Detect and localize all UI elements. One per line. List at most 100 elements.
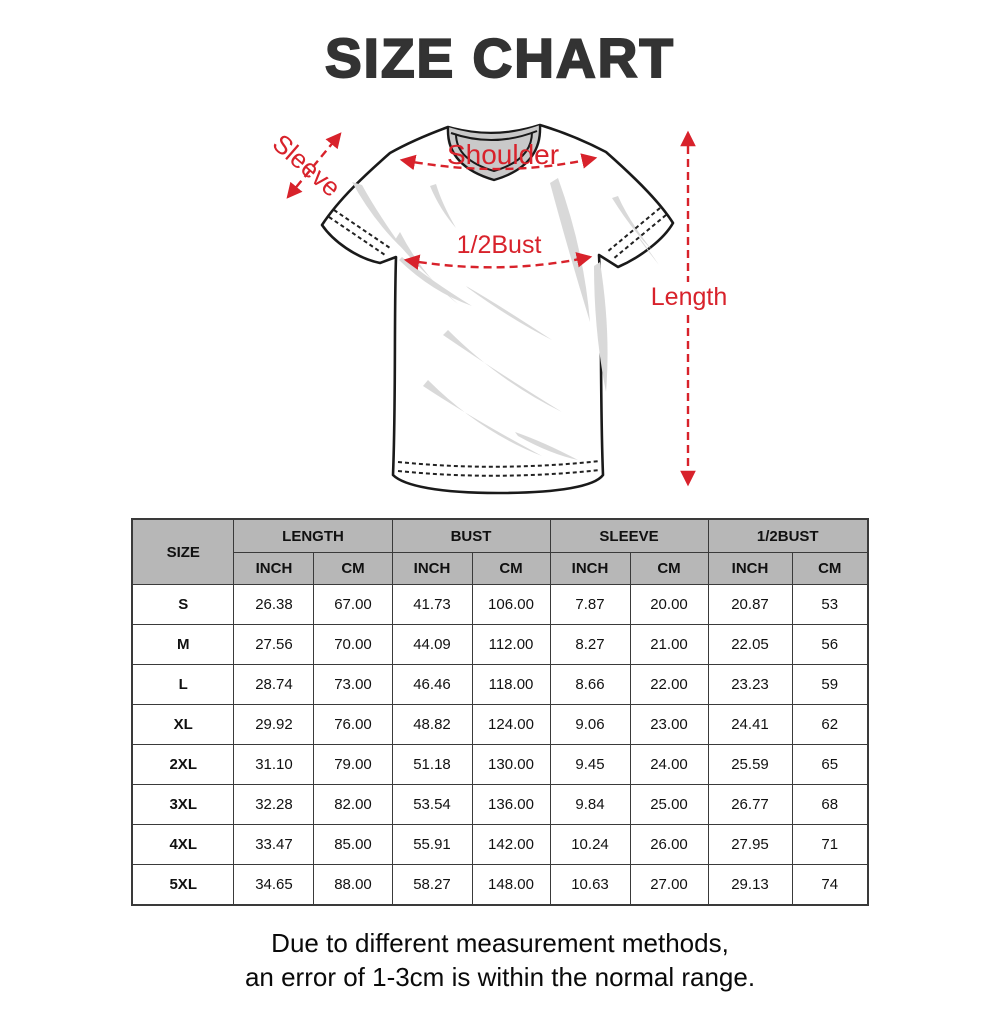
half-bust-label: 1/2Bust xyxy=(457,231,542,259)
table-row: 4XL 33.47 85.00 55.91 142.00 10.24 26.00 27.95 7… xyxy=(131,824,869,865)
value-cell: 10.24 xyxy=(549,824,631,865)
value-cell: 26.00 xyxy=(629,824,709,865)
tshirt-drawing xyxy=(320,123,675,495)
table-row: S 26.38 67.00 41.73 106.00 7.87 20.00 20.87 53 xyxy=(131,584,869,625)
half-bust-arrow xyxy=(403,252,593,270)
value-cell: 68 xyxy=(791,784,869,825)
value-cell: 59 xyxy=(791,664,869,705)
stitching xyxy=(328,207,667,477)
length-label-bg xyxy=(652,282,726,312)
table-row: L 28.74 73.00 46.46 118.00 8.66 22.00 23.23 59 xyxy=(131,664,869,705)
value-cell: 41.73 xyxy=(391,584,473,625)
shoulder-label: Shoulder xyxy=(447,139,559,170)
value-cell: 33.47 xyxy=(233,824,315,865)
value-cell: 7.87 xyxy=(549,584,631,625)
value-cell: 34.65 xyxy=(233,864,315,905)
value-cell: 106.00 xyxy=(471,584,551,625)
size-table-body: S 26.38 67.00 41.73 106.00 7.87 20.00 20.87 53 M 2… xyxy=(131,584,869,905)
value-cell: 118.00 xyxy=(471,664,551,705)
page-title: SIZE CHART xyxy=(324,26,675,90)
header-sleeve-cm: CM xyxy=(629,552,709,585)
value-cell: 9.84 xyxy=(549,784,631,825)
value-cell: 73.00 xyxy=(313,664,393,705)
size-chart-table: SIZE LENGTH BUST SLEEVE 1/2BUST INCH CM … xyxy=(130,518,869,906)
header-bust-cm: CM xyxy=(471,552,551,585)
length-label: Length xyxy=(651,283,727,311)
value-cell: 20.00 xyxy=(629,584,709,625)
value-cell: 27.00 xyxy=(629,864,709,905)
header-length: LENGTH xyxy=(233,518,393,553)
value-cell: 44.09 xyxy=(391,624,473,665)
value-cell: 74 xyxy=(791,864,869,905)
size-cell: 5XL xyxy=(131,864,235,905)
value-cell: 9.45 xyxy=(549,744,631,785)
value-cell: 55.91 xyxy=(391,824,473,865)
value-cell: 58.27 xyxy=(391,864,473,905)
size-cell: L xyxy=(131,664,235,705)
header-half-bust-cm: CM xyxy=(791,552,869,585)
tshirt-measurement-diagram: Sleeve Shoulder 1/2Bust Length xyxy=(0,90,1000,510)
value-cell: 67.00 xyxy=(313,584,393,625)
value-cell: 70.00 xyxy=(313,624,393,665)
value-cell: 8.66 xyxy=(549,664,631,705)
value-cell: 21.00 xyxy=(629,624,709,665)
header-half-bust-inch: INCH xyxy=(707,552,793,585)
sleeve-arrow xyxy=(286,132,342,199)
value-cell: 82.00 xyxy=(313,784,393,825)
size-cell: S xyxy=(131,584,235,625)
value-cell: 27.56 xyxy=(233,624,315,665)
value-cell: 46.46 xyxy=(391,664,473,705)
value-cell: 32.28 xyxy=(233,784,315,825)
value-cell: 28.74 xyxy=(233,664,315,705)
value-cell: 130.00 xyxy=(471,744,551,785)
value-cell: 56 xyxy=(791,624,869,665)
footer-line-1: Due to different measurement methods, xyxy=(271,927,729,958)
value-cell: 85.00 xyxy=(313,824,393,865)
shoulder-arrow xyxy=(399,153,598,171)
value-cell: 53 xyxy=(791,584,869,625)
value-cell: 23.23 xyxy=(707,664,793,705)
value-cell: 76.00 xyxy=(313,704,393,745)
size-cell: 3XL xyxy=(131,784,235,825)
footer-line-2: an error of 1-3cm is within the normal r… xyxy=(244,961,756,992)
value-cell: 25.59 xyxy=(707,744,793,785)
value-cell: 53.54 xyxy=(391,784,473,825)
value-cell: 65 xyxy=(791,744,869,785)
value-cell: 88.00 xyxy=(313,864,393,905)
value-cell: 136.00 xyxy=(471,784,551,825)
value-cell: 22.05 xyxy=(707,624,793,665)
table-row: M 27.56 70.00 44.09 112.00 8.27 21.00 22.05 56 xyxy=(131,624,869,665)
value-cell: 25.00 xyxy=(629,784,709,825)
value-cell: 23.00 xyxy=(629,704,709,745)
size-cell: 2XL xyxy=(131,744,235,785)
size-cell: M xyxy=(131,624,235,665)
value-cell: 148.00 xyxy=(471,864,551,905)
value-cell: 22.00 xyxy=(629,664,709,705)
value-cell: 24.00 xyxy=(629,744,709,785)
value-cell: 9.06 xyxy=(549,704,631,745)
size-cell: XL xyxy=(131,704,235,745)
value-cell: 26.38 xyxy=(233,584,315,625)
header-bust: BUST xyxy=(391,518,551,553)
value-cell: 27.95 xyxy=(707,824,793,865)
header-length-cm: CM xyxy=(313,552,393,585)
value-cell: 48.82 xyxy=(391,704,473,745)
value-cell: 124.00 xyxy=(471,704,551,745)
value-cell: 112.00 xyxy=(471,624,551,665)
value-cell: 79.00 xyxy=(313,744,393,785)
tshirt-outline xyxy=(320,123,675,495)
table-row: XL 29.92 76.00 48.82 124.00 9.06 23.00 24.41 62 xyxy=(131,704,869,745)
header-sleeve: SLEEVE xyxy=(549,518,709,553)
value-cell: 26.77 xyxy=(707,784,793,825)
table-row: 3XL 32.28 82.00 53.54 136.00 9.84 25.00 26.77 68 xyxy=(131,784,869,825)
value-cell: 51.18 xyxy=(391,744,473,785)
header-length-inch: INCH xyxy=(233,552,315,585)
value-cell: 8.27 xyxy=(549,624,631,665)
value-cell: 20.87 xyxy=(707,584,793,625)
table-row: 2XL 31.10 79.00 51.18 130.00 9.45 24.00 25.59 65 xyxy=(131,744,869,785)
table-row: 5XL 34.65 88.00 58.27 148.00 10.63 27.00 29.13 7… xyxy=(131,864,869,905)
tshirt-diagram-svg: Sleeve Shoulder 1/2Bust Length xyxy=(267,123,727,495)
sleeve-label: Sleeve xyxy=(267,128,347,203)
header-bust-inch: INCH xyxy=(391,552,473,585)
header-size: SIZE xyxy=(131,518,235,585)
